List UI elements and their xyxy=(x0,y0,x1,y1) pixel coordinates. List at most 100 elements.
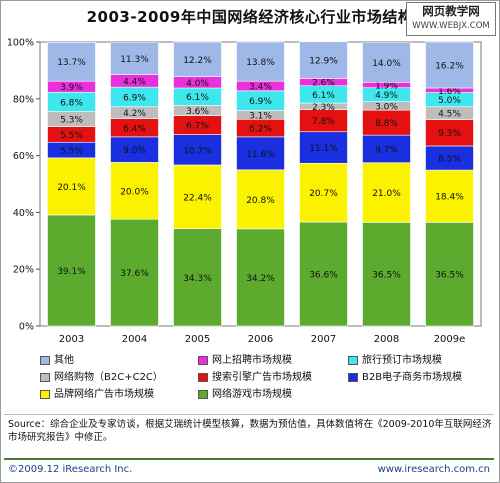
data-label: 6.9% xyxy=(123,93,146,103)
bar-segment xyxy=(362,134,411,163)
x-tick-label: 2006 xyxy=(248,334,273,345)
data-label: 4.9% xyxy=(375,91,398,101)
bar-segment xyxy=(425,169,474,223)
source-note: Source：综合企业及专家访谈，根据艾瑞统计模型核算，数据为预估值，具体数值将… xyxy=(8,419,492,443)
data-label: 36.5% xyxy=(435,271,464,281)
data-label: 3.9% xyxy=(60,83,83,93)
data-label: 6.9% xyxy=(249,97,272,107)
legend-swatch xyxy=(40,356,50,365)
bar-segment xyxy=(47,41,96,82)
bar-segment xyxy=(173,134,222,166)
watermark-logo: 网页教学网 WWW.WEBJX.COM xyxy=(406,2,496,36)
data-label: 9.7% xyxy=(375,145,398,155)
data-label: 11.1% xyxy=(309,144,338,154)
data-label: 3.0% xyxy=(375,102,398,112)
data-label: 4.0% xyxy=(186,79,209,89)
bar-segment xyxy=(299,221,348,327)
watermark-line2: WWW.WEBJX.COM xyxy=(412,21,490,31)
legend-swatch xyxy=(198,373,208,382)
legend-label: 搜索引擎广告市场规模 xyxy=(212,372,312,383)
copyright-text: ©2009.12 iResearch Inc. xyxy=(8,464,133,475)
bar-segment xyxy=(425,119,474,147)
bar-segment xyxy=(236,136,285,171)
data-label: 10.7% xyxy=(183,146,212,156)
data-label: 2.3% xyxy=(312,103,335,113)
chart-title: 2003-2009年中国网络经济核心行业市场结构 xyxy=(86,8,414,26)
data-label: 20.1% xyxy=(57,183,86,193)
data-label: 5.3% xyxy=(60,116,83,126)
data-label: 12.2% xyxy=(183,56,212,66)
bar-segment xyxy=(110,42,159,75)
data-label: 16.2% xyxy=(435,62,464,72)
bar-segment xyxy=(110,162,159,220)
legend-swatch xyxy=(348,373,358,382)
data-label: 6.1% xyxy=(312,91,335,101)
data-label: 9.3% xyxy=(438,129,461,139)
bar-segment xyxy=(173,228,222,327)
data-label: 6.7% xyxy=(186,122,209,132)
data-label: 18.4% xyxy=(435,193,464,203)
bar-segment xyxy=(110,136,159,163)
data-label: 8.5% xyxy=(438,155,461,165)
x-tick-label: 2004 xyxy=(122,334,147,345)
data-label: 9.0% xyxy=(123,146,146,156)
bar-segment xyxy=(362,222,411,327)
x-tick-label: 2009e xyxy=(434,334,466,345)
bar-segment xyxy=(362,162,411,223)
data-label: 6.8% xyxy=(60,98,83,108)
legend-swatch xyxy=(40,390,50,399)
legend-label: B2B电子商务市场规模 xyxy=(362,372,463,383)
data-label: 22.4% xyxy=(183,193,212,203)
legend-label: 品牌网络广告市场规模 xyxy=(54,389,154,400)
data-label: 3.6% xyxy=(186,107,209,117)
data-label: 6.2% xyxy=(249,125,272,135)
notes-divider xyxy=(4,414,494,415)
bar-segment xyxy=(173,41,222,77)
data-label: 34.3% xyxy=(183,274,212,284)
data-label: 21.0% xyxy=(372,189,401,199)
data-label: 39.1% xyxy=(57,267,86,277)
data-label: 5.5% xyxy=(60,147,83,157)
data-label: 37.6% xyxy=(120,269,149,279)
x-tick-label: 2005 xyxy=(185,334,210,345)
data-label: 6.1% xyxy=(186,93,209,103)
data-label: 13.7% xyxy=(57,58,86,68)
bar-segment xyxy=(236,228,285,327)
data-label: 1.9% xyxy=(375,82,398,92)
bar-segment xyxy=(299,131,348,164)
data-label: 4.2% xyxy=(123,109,146,119)
footer-divider xyxy=(4,458,494,460)
legend-label: 旅行预订市场规模 xyxy=(362,355,442,366)
legend-swatch xyxy=(198,390,208,399)
bar-segment xyxy=(110,218,159,327)
data-label: 11.3% xyxy=(120,55,149,65)
y-tick-label: 80% xyxy=(13,94,34,105)
bar-segment xyxy=(299,162,348,223)
bar-segment xyxy=(47,157,96,216)
data-label: 20.0% xyxy=(120,187,149,197)
data-label: 36.5% xyxy=(372,271,401,281)
data-label: 20.7% xyxy=(309,189,338,199)
data-label: 13.8% xyxy=(246,58,275,68)
y-tick-label: 40% xyxy=(13,208,34,219)
bar-segment xyxy=(236,41,285,82)
data-label: 2.6% xyxy=(312,79,335,89)
y-tick-label: 0% xyxy=(19,322,34,333)
y-tick-label: 20% xyxy=(13,265,34,276)
legend-swatch xyxy=(40,373,50,382)
bar-segment xyxy=(173,164,222,229)
bar-segment xyxy=(425,145,474,171)
data-label: 4.4% xyxy=(123,77,146,87)
data-label: 8.8% xyxy=(375,119,398,129)
bar-segment xyxy=(425,41,474,89)
data-label: 14.0% xyxy=(372,59,401,69)
website-link[interactable]: www.iresearch.com.cn xyxy=(377,464,490,475)
legend-label: 其他 xyxy=(54,355,74,366)
legend-label: 网络游戏市场规模 xyxy=(212,389,292,400)
data-label: 7.8% xyxy=(312,117,335,127)
y-tick-label: 60% xyxy=(13,151,34,162)
bar-segment xyxy=(236,169,285,230)
data-label: 34.2% xyxy=(246,274,275,284)
y-tick-label: 100% xyxy=(7,38,34,49)
